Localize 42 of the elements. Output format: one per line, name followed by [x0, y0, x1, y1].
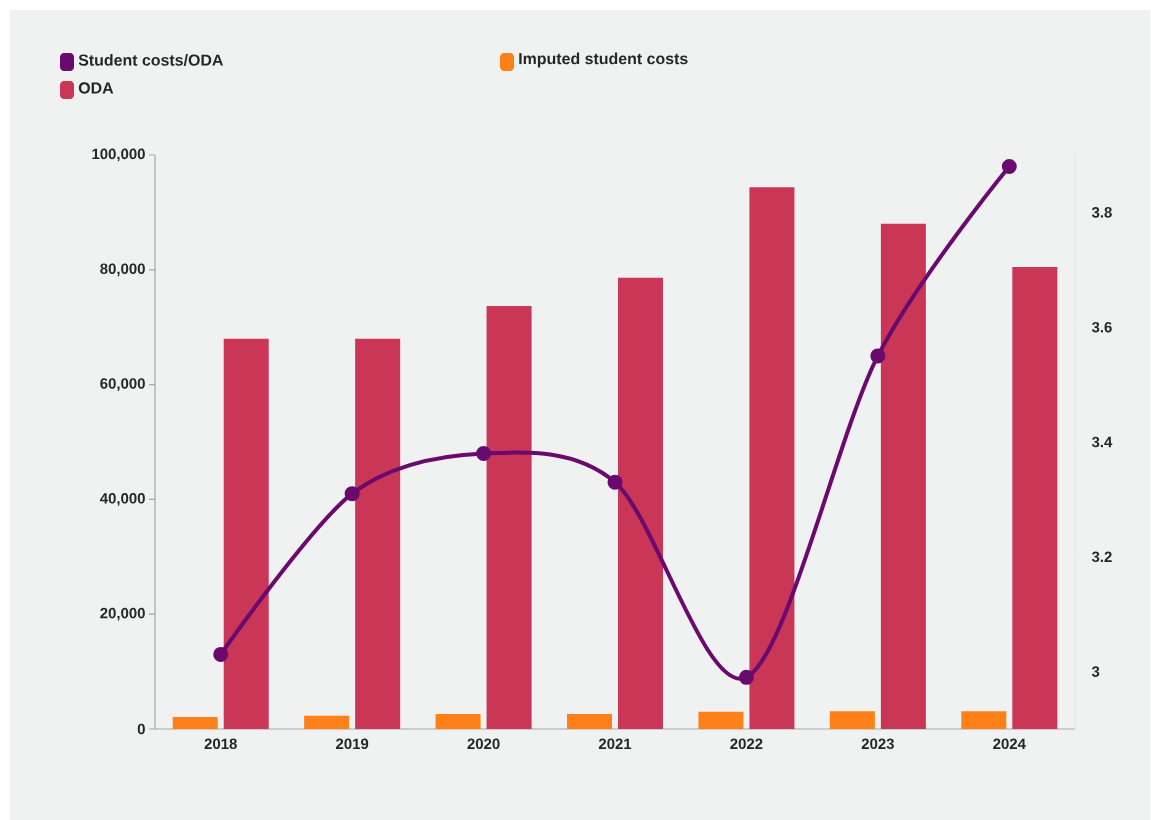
point: [607, 474, 623, 490]
bar: [435, 714, 481, 729]
y-tick-label: 20,000: [100, 607, 145, 621]
y2-tick-label: 3.2: [1091, 551, 1112, 563]
legend-label: ODA: [78, 82, 114, 94]
bar: [829, 711, 875, 729]
x-tick-label: 2020: [467, 738, 500, 750]
y-tick-label: 40,000: [99, 493, 145, 506]
bar: [172, 716, 218, 729]
bar: [304, 715, 350, 729]
point: [738, 669, 754, 685]
y-tick-label: 0: [137, 723, 145, 735]
point: [213, 646, 229, 662]
point: [344, 486, 360, 502]
y-tick-label: 100,000: [92, 148, 145, 162]
point: [1001, 158, 1017, 174]
y2-tick-label: 3: [1091, 666, 1100, 677]
bar: [618, 277, 664, 729]
bar: [223, 338, 269, 729]
legend-label: Imputed student costs: [519, 52, 688, 68]
bar: [1012, 266, 1058, 729]
x-tick-label: 2021: [598, 738, 632, 750]
bar: [749, 187, 795, 729]
bar: [961, 711, 1007, 729]
bar: [355, 338, 401, 729]
x-tick-label: 2024: [993, 738, 1026, 750]
x-tick-label: 2022: [730, 738, 763, 750]
point: [476, 445, 492, 461]
point: [870, 348, 886, 364]
y2-tick-label: 3.8: [1091, 207, 1112, 218]
y2-tick-label: 3.4: [1091, 436, 1113, 448]
bar: [567, 714, 613, 729]
y-tick-label: 60,000: [100, 378, 145, 391]
x-tick-label: 2019: [336, 738, 369, 750]
y-tick-label: 80,000: [100, 263, 145, 277]
x-tick-label: 2023: [861, 738, 894, 750]
legend-label: Student costs/ODA: [78, 54, 224, 66]
bar: [880, 223, 926, 729]
x-tick-label: 2018: [204, 738, 237, 750]
bar: [698, 711, 744, 729]
y2-tick-label: 3.6: [1091, 321, 1112, 333]
bar: [486, 305, 532, 729]
